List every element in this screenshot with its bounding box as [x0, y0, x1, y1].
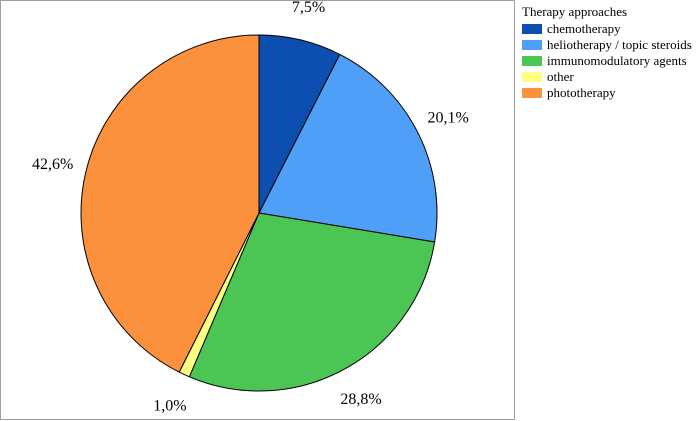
- legend-item: chemotherapy: [522, 21, 698, 37]
- slice-label: 20,1%: [428, 109, 469, 126]
- legend-swatch: [522, 56, 542, 66]
- legend-item: immunomodulatory agents: [522, 53, 698, 69]
- legend-swatch: [522, 72, 542, 82]
- slice-label: 7,5%: [292, 1, 325, 16]
- legend-label: heliotherapy / topic steroids: [547, 37, 692, 52]
- legend-swatch: [522, 88, 542, 98]
- legend-item: other: [522, 69, 698, 85]
- pie-slice-phototherapy: [80, 34, 260, 373]
- legend-label: chemotherapy: [547, 21, 621, 36]
- legend-label: immunomodulatory agents: [547, 53, 687, 68]
- legend-label: other: [547, 69, 574, 84]
- pie-slice-immunomodulatory-agents: [188, 212, 436, 392]
- slice-label: 1,0%: [153, 397, 186, 414]
- chart-area: 7,5% 20,1% 28,8% 1,0% 42,6%: [0, 0, 515, 420]
- legend-swatch: [522, 40, 542, 50]
- pie-chart: 7,5% 20,1% 28,8% 1,0% 42,6%: [32, 1, 469, 414]
- legend-title: Therapy approaches: [522, 4, 628, 19]
- slice-label: 42,6%: [32, 156, 73, 173]
- legend-item: heliotherapy / topic steroids: [522, 37, 698, 53]
- slice-label: 28,8%: [340, 391, 381, 408]
- legend-label: phototherapy: [547, 85, 616, 100]
- legend: Therapy approaches chemotherapy heliother…: [522, 4, 698, 101]
- legend-swatch: [522, 24, 542, 34]
- pie-slice-heliotherapy-topic-steroids: [258, 53, 438, 243]
- legend-items: chemotherapy heliotherapy / topic steroid…: [522, 21, 698, 101]
- legend-item: phototherapy: [522, 85, 698, 101]
